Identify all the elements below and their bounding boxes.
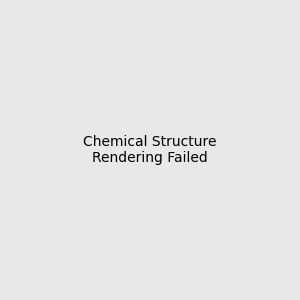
Text: Chemical Structure
Rendering Failed: Chemical Structure Rendering Failed (83, 135, 217, 165)
